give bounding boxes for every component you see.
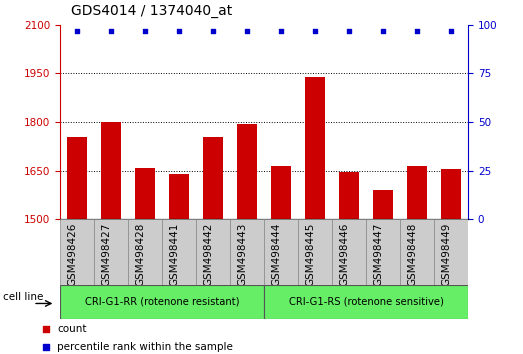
Bar: [407, 166, 427, 354]
Text: GSM498448: GSM498448: [407, 223, 417, 286]
Point: [311, 28, 320, 34]
Point: [345, 28, 354, 34]
Point: [413, 28, 422, 34]
Bar: [203, 137, 223, 354]
Bar: [271, 166, 291, 354]
Text: GSM498441: GSM498441: [169, 223, 179, 286]
Bar: [162, 219, 196, 285]
Text: CRI-G1-RR (rotenone resistant): CRI-G1-RR (rotenone resistant): [85, 297, 240, 307]
Bar: [264, 219, 298, 285]
Point: [141, 28, 150, 34]
Bar: [366, 219, 400, 285]
Text: GSM498442: GSM498442: [203, 223, 213, 286]
Bar: [196, 219, 230, 285]
Bar: [169, 174, 189, 354]
Text: GSM498449: GSM498449: [441, 223, 451, 286]
Text: GSM498445: GSM498445: [305, 223, 315, 286]
Bar: [298, 219, 332, 285]
Bar: [237, 124, 257, 354]
Text: GSM498426: GSM498426: [67, 223, 77, 286]
Bar: [60, 285, 264, 319]
Bar: [60, 219, 94, 285]
Bar: [373, 190, 393, 354]
Bar: [264, 285, 468, 319]
Bar: [400, 219, 434, 285]
Point: [277, 28, 286, 34]
Text: GSM498446: GSM498446: [339, 223, 349, 286]
Bar: [434, 219, 468, 285]
Bar: [128, 219, 162, 285]
Text: GSM498427: GSM498427: [101, 223, 111, 286]
Text: GDS4014 / 1374040_at: GDS4014 / 1374040_at: [71, 4, 232, 18]
Point: [365, 102, 373, 107]
Point: [365, 269, 373, 275]
Text: percentile rank within the sample: percentile rank within the sample: [57, 342, 233, 352]
Text: GSM498428: GSM498428: [135, 223, 145, 286]
Text: CRI-G1-RS (rotenone sensitive): CRI-G1-RS (rotenone sensitive): [289, 297, 444, 307]
Text: GSM498444: GSM498444: [271, 223, 281, 286]
Bar: [67, 137, 87, 354]
Point: [209, 28, 218, 34]
Text: cell line: cell line: [3, 292, 43, 302]
Text: GSM498447: GSM498447: [373, 223, 383, 286]
Bar: [101, 122, 121, 354]
Point: [379, 28, 388, 34]
Text: count: count: [57, 324, 86, 333]
Bar: [305, 77, 325, 354]
Point: [243, 28, 252, 34]
Bar: [339, 172, 359, 354]
Bar: [135, 167, 155, 354]
Bar: [332, 219, 366, 285]
Point: [175, 28, 184, 34]
Bar: [230, 219, 264, 285]
Point: [107, 28, 116, 34]
Point: [447, 28, 456, 34]
Bar: [94, 219, 128, 285]
Point: [73, 28, 82, 34]
Bar: [441, 169, 461, 354]
Text: GSM498443: GSM498443: [237, 223, 247, 286]
